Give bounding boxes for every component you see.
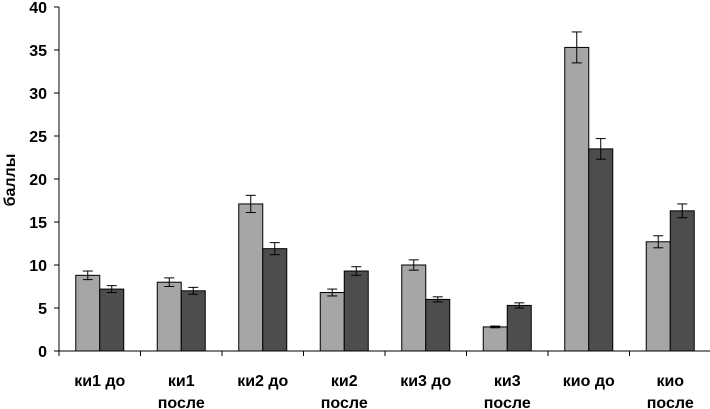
x-category-label-0-0: ки1 до — [74, 373, 125, 390]
error-bars-group — [82, 31, 688, 329]
x-category-label-5-0: ки3 — [494, 373, 521, 390]
x-category-label-2-0: ки2 до — [237, 373, 288, 390]
bar-series-1-2 — [238, 203, 264, 352]
bar-series-2-4 — [425, 298, 451, 352]
x-category-label-4-0: ки3 до — [400, 373, 451, 390]
bar-series-1-5 — [482, 326, 508, 352]
bar-series-1-4 — [401, 264, 427, 352]
x-category-label-1-1: после — [158, 395, 205, 409]
bar-series-1-6 — [564, 46, 590, 352]
bar-series-2-7 — [669, 210, 695, 352]
x-category-label-1-0: ки1 — [168, 373, 195, 390]
bar-series-2-2 — [262, 248, 288, 352]
x-category-label-3-1: после — [321, 395, 368, 409]
y-tick-label-10: 10 — [29, 258, 47, 275]
y-tick-label-0: 0 — [38, 344, 47, 361]
x-category-label-5-1: после — [484, 395, 531, 409]
y-tick-label-35: 35 — [29, 43, 47, 60]
y-tick-label-30: 30 — [29, 86, 47, 103]
y-tick-label-20: 20 — [29, 172, 47, 189]
bar-series-1-1 — [156, 281, 182, 352]
bar-series-2-6 — [588, 148, 614, 352]
y-tick-label-40: 40 — [29, 0, 47, 17]
bar-series-1-7 — [645, 241, 671, 352]
bar-series-2-5 — [506, 304, 532, 352]
axes-group — [54, 6, 710, 356]
y-tick-label-5: 5 — [38, 301, 47, 318]
bar-series-2-1 — [180, 290, 206, 352]
labels-group: 0 5 10 15 20 25 30 35 40 ки1 до ки1 после ки2 до ки2 п… — [29, 0, 694, 409]
y-tick-label-25: 25 — [29, 129, 47, 146]
x-category-label-7-1: после — [647, 395, 694, 409]
y-tick-label-15: 15 — [29, 215, 47, 232]
bars-group — [75, 46, 695, 352]
bar-series-2-3 — [343, 270, 369, 352]
bar-series-1-3 — [319, 292, 345, 352]
bar-series-2-0 — [99, 288, 125, 352]
y-axis-label: баллы — [2, 154, 19, 207]
bar-series-1-0 — [75, 274, 101, 352]
x-category-label-6-0: кио до — [563, 373, 615, 390]
x-category-label-7-0: кио — [656, 373, 684, 390]
x-category-label-3-0: ки2 — [331, 373, 358, 390]
